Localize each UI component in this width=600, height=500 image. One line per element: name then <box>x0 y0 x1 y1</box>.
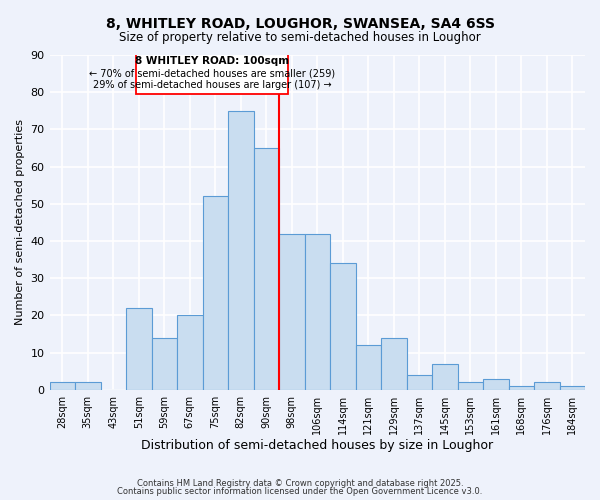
Bar <box>356 345 381 390</box>
Bar <box>407 375 432 390</box>
X-axis label: Distribution of semi-detached houses by size in Loughor: Distribution of semi-detached houses by … <box>141 440 493 452</box>
Text: Contains HM Land Registry data © Crown copyright and database right 2025.: Contains HM Land Registry data © Crown c… <box>137 478 463 488</box>
Text: ← 70% of semi-detached houses are smaller (259): ← 70% of semi-detached houses are smalle… <box>89 68 335 78</box>
Bar <box>228 111 254 390</box>
Text: 29% of semi-detached houses are larger (107) →: 29% of semi-detached houses are larger (… <box>93 80 331 90</box>
Text: Size of property relative to semi-detached houses in Loughor: Size of property relative to semi-detach… <box>119 31 481 44</box>
Bar <box>75 382 101 390</box>
Bar <box>254 148 279 390</box>
Bar <box>330 264 356 390</box>
Bar <box>177 316 203 390</box>
Bar <box>483 378 509 390</box>
Bar <box>126 308 152 390</box>
Bar <box>381 338 407 390</box>
Y-axis label: Number of semi-detached properties: Number of semi-detached properties <box>15 120 25 326</box>
Text: Contains public sector information licensed under the Open Government Licence v3: Contains public sector information licen… <box>118 487 482 496</box>
Text: 8, WHITLEY ROAD, LOUGHOR, SWANSEA, SA4 6SS: 8, WHITLEY ROAD, LOUGHOR, SWANSEA, SA4 6… <box>106 18 494 32</box>
Bar <box>50 382 75 390</box>
FancyBboxPatch shape <box>136 53 288 94</box>
Bar <box>534 382 560 390</box>
Bar <box>203 196 228 390</box>
Bar <box>458 382 483 390</box>
Bar <box>152 338 177 390</box>
Bar <box>560 386 585 390</box>
Bar <box>432 364 458 390</box>
Text: 8 WHITLEY ROAD: 100sqm: 8 WHITLEY ROAD: 100sqm <box>135 56 289 66</box>
Bar <box>279 234 305 390</box>
Bar <box>305 234 330 390</box>
Bar <box>509 386 534 390</box>
